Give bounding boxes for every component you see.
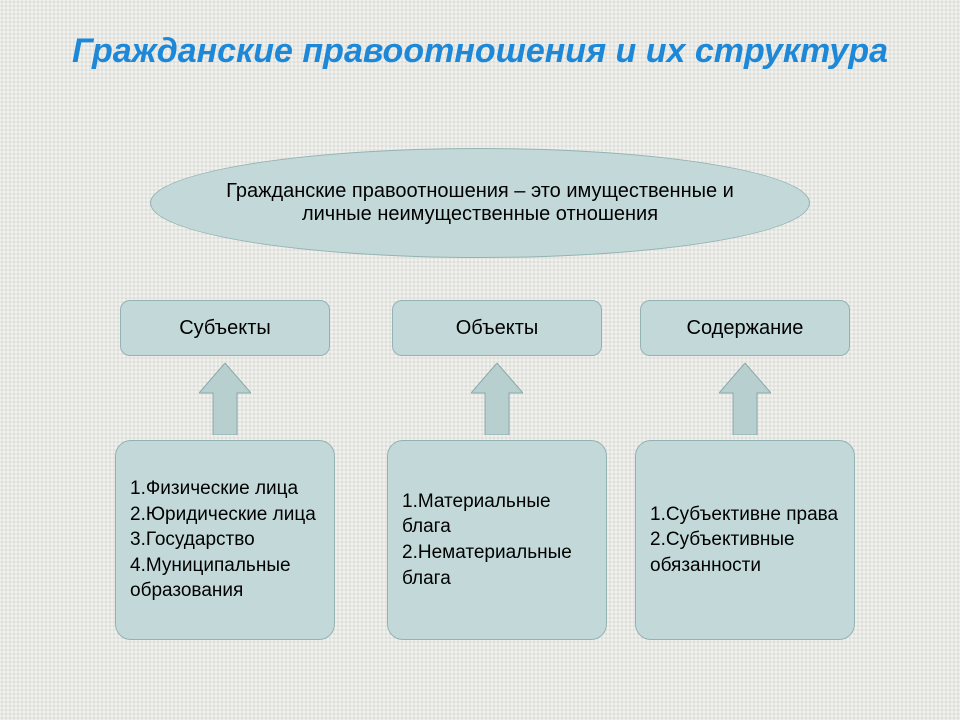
- detail-text: 1.Физические лица 2.Юридические лица 3.Г…: [130, 476, 320, 604]
- definition-ellipse: Гражданские правоотношения – это имущест…: [150, 148, 810, 258]
- page-title: Гражданские правоотношения и их структур…: [0, 30, 960, 73]
- category-label: Объекты: [456, 317, 538, 340]
- detail-box-subjects: 1.Физические лица 2.Юридические лица 3.Г…: [115, 440, 335, 640]
- category-box-subjects: Субъекты: [120, 300, 330, 356]
- arrow-up-icon: [719, 363, 771, 435]
- detail-text: 1.Субъективне права 2.Субъективные обяза…: [650, 502, 840, 579]
- arrow-up-icon: [199, 363, 251, 435]
- detail-box-objects: 1.Материальные блага 2.Нематериальные бл…: [387, 440, 607, 640]
- detail-text: 1.Материальные блага 2.Нематериальные бл…: [402, 489, 592, 592]
- detail-box-content: 1.Субъективне права 2.Субъективные обяза…: [635, 440, 855, 640]
- definition-text: Гражданские правоотношения – это имущест…: [211, 180, 749, 226]
- category-label: Субъекты: [179, 317, 271, 340]
- category-box-objects: Объекты: [392, 300, 602, 356]
- category-label: Содержание: [687, 317, 804, 340]
- definition-ellipse-wrap: Гражданские правоотношения – это имущест…: [150, 148, 810, 258]
- category-box-content: Содержание: [640, 300, 850, 356]
- arrow-up-icon: [471, 363, 523, 435]
